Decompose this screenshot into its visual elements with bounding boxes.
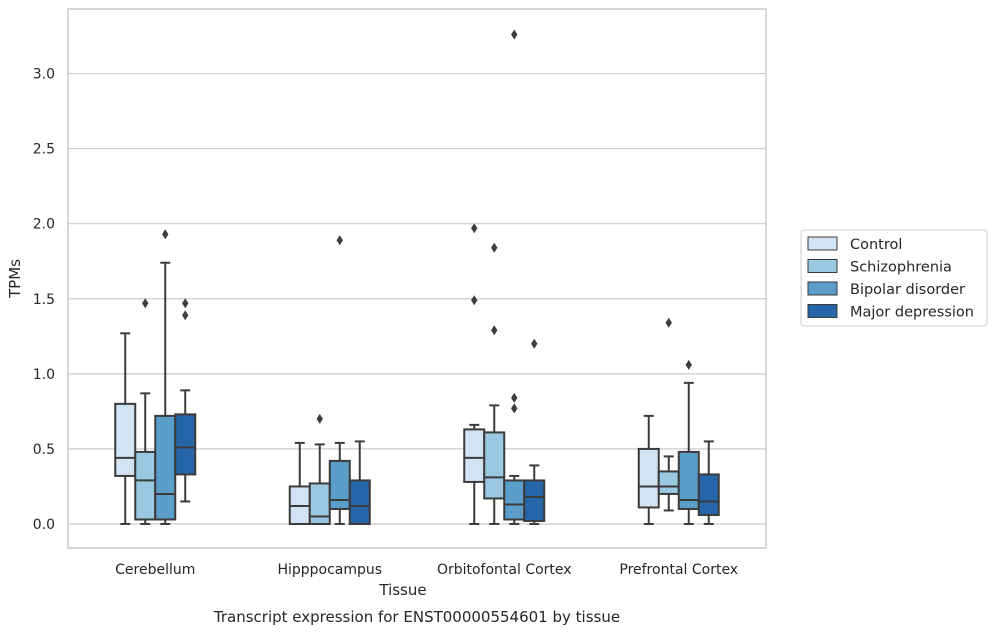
box-group (463, 223, 486, 525)
box-groups (114, 29, 720, 525)
plot-frame (67, 8, 767, 549)
outlier-point (511, 403, 518, 414)
outlier-point (336, 235, 343, 246)
outlier-point (162, 229, 169, 240)
box-group (697, 440, 720, 525)
box-iqr (174, 413, 197, 476)
x-tick-labels: Cerebellum Hipppocampus Orbitofontal Corte… (115, 562, 738, 578)
box-group (114, 332, 137, 525)
outlier-point (511, 392, 518, 403)
x-axis-label: Tissue (378, 581, 426, 599)
y-tick-label: 0.0 (33, 517, 55, 533)
box-group (677, 359, 700, 525)
box-iqr (308, 482, 331, 525)
outlier-point (491, 242, 498, 253)
box-group (174, 298, 197, 503)
outlier-point (182, 298, 189, 309)
outlier-point (685, 359, 692, 370)
box-iqr (637, 447, 660, 509)
box-group (503, 392, 526, 525)
box-iqr (523, 479, 546, 522)
box-group (657, 317, 680, 512)
box-group (328, 235, 351, 525)
box-group (637, 414, 660, 525)
box-group (154, 229, 177, 525)
box-group (134, 298, 157, 525)
box-group (308, 413, 331, 525)
outlier-point (471, 223, 478, 234)
outlier-point (316, 413, 323, 424)
box-group (348, 440, 371, 525)
legend-swatch (807, 259, 838, 273)
box-iqr (328, 459, 351, 510)
box-iqr (483, 431, 506, 500)
y-tick-label: 2.5 (33, 142, 55, 158)
box-iqr (697, 473, 720, 516)
y-tick-labels: 0.0 0.5 1.0 1.5 2.0 2.5 3.0 (33, 67, 55, 533)
legend-label: Schizophrenia (850, 260, 952, 276)
legend-swatch (807, 304, 838, 318)
legend-label: Control (850, 237, 902, 253)
outlier-point (471, 295, 478, 306)
y-tick-label: 3.0 (33, 67, 55, 83)
legend-swatch (807, 281, 838, 296)
y-axis-label: TPMs (6, 259, 24, 299)
box-iqr (503, 479, 526, 521)
x-tick-label: Orbitofontal Cortex (437, 562, 572, 578)
outlier-point (182, 310, 189, 321)
box-iqr (154, 414, 177, 521)
y-tick-label: 2.0 (33, 217, 55, 233)
box-group (523, 338, 546, 525)
x-tick-label: Prefrontal Cortex (619, 562, 738, 578)
box-group (483, 242, 506, 525)
outlier-point (511, 29, 518, 40)
box-iqr (114, 402, 137, 477)
box-group (288, 441, 311, 525)
legend: Control Schizophrenia Bipolar disorder Majo… (800, 229, 988, 327)
outlier-point (491, 325, 498, 336)
legend-label: Major depression (850, 305, 974, 321)
y-tick-label: 0.5 (33, 442, 55, 458)
legend-label: Bipolar disorder (850, 282, 965, 298)
legend-swatch (807, 236, 838, 251)
box-iqr (134, 450, 157, 521)
y-tick-label: 1.5 (33, 292, 55, 308)
outlier-point (531, 338, 538, 349)
outlier-point (665, 317, 672, 328)
box-iqr (348, 479, 371, 525)
x-tick-label: Hipppocampus (277, 562, 382, 578)
box-iqr (463, 428, 486, 483)
x-tick-label: Cerebellum (115, 562, 195, 578)
y-tick-label: 1.0 (33, 367, 55, 383)
legend-frame (800, 229, 988, 327)
box-iqr (657, 470, 680, 495)
outlier-point (142, 298, 149, 309)
box-group (511, 29, 518, 40)
chart-caption: Transcript expression for ENST0000055460… (213, 608, 620, 626)
